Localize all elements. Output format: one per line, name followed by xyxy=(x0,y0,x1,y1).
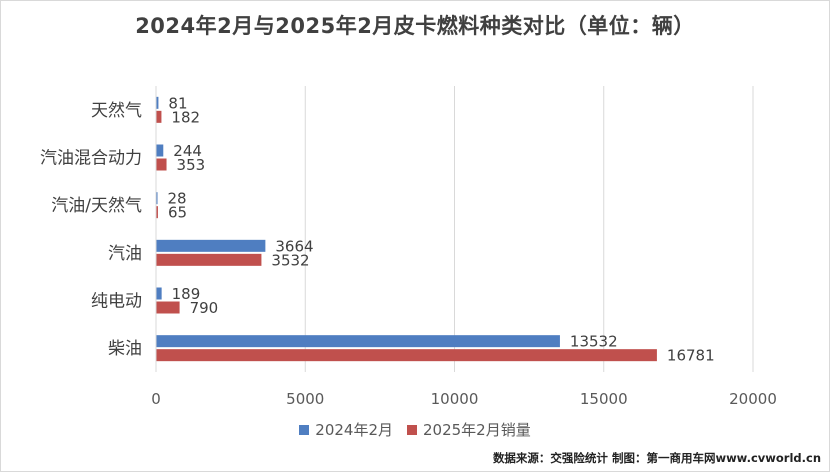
legend-swatch-2024 xyxy=(299,424,310,435)
legend-label-2025: 2025年2月销量 xyxy=(423,421,531,439)
bar-2025 xyxy=(156,301,180,314)
x-tick-label: 10000 xyxy=(431,390,479,408)
category-label: 汽油/天然气 xyxy=(51,196,142,216)
legend-swatch-2025 xyxy=(407,424,417,435)
bar-2024 xyxy=(156,96,159,109)
category-label: 纯电动 xyxy=(91,292,142,312)
legend: 2024年2月 2025年2月销量 xyxy=(1,419,829,440)
bar-2024 xyxy=(156,287,162,300)
x-tick-label: 20000 xyxy=(729,390,777,408)
data-label: 353 xyxy=(177,156,206,174)
category-label: 天然气 xyxy=(91,101,142,121)
bar-2025 xyxy=(156,349,657,362)
source-note: 数据来源：交强险统计 制图：第一商用车网www.cvworld.cn xyxy=(492,451,821,465)
legend-item-2024: 2024年2月 xyxy=(299,419,393,440)
legend-item-2025: 2025年2月销量 xyxy=(407,419,531,440)
category-label: 汽油 xyxy=(108,244,142,264)
data-label: 3532 xyxy=(271,251,309,269)
data-label: 3664 xyxy=(275,237,313,255)
chart-title: 2024年2月与2025年2月皮卡燃料种类对比（单位：辆） xyxy=(135,14,695,38)
bar-2025 xyxy=(156,110,162,123)
data-label: 28 xyxy=(168,190,187,208)
bar-2025 xyxy=(156,158,167,171)
bar-2024 xyxy=(156,144,164,157)
x-tick-label: 5000 xyxy=(286,390,324,408)
data-label: 790 xyxy=(190,299,219,317)
data-label: 182 xyxy=(171,108,200,126)
legend-label-2024: 2024年2月 xyxy=(315,421,393,439)
category-label: 柴油 xyxy=(108,339,142,359)
bar-2025 xyxy=(156,206,158,219)
data-label: 16781 xyxy=(667,347,715,365)
data-label: 244 xyxy=(173,142,202,160)
data-label: 65 xyxy=(168,204,187,222)
data-label: 81 xyxy=(168,94,187,112)
bar-2024 xyxy=(156,192,158,205)
data-label: 13532 xyxy=(570,333,618,351)
bar-2025 xyxy=(156,253,262,266)
bar-2024 xyxy=(156,335,560,348)
x-tick-label: 15000 xyxy=(580,390,628,408)
data-label: 189 xyxy=(172,285,201,303)
x-tick-label: 0 xyxy=(151,390,161,408)
bar-2024 xyxy=(156,239,266,252)
category-label: 汽油混合动力 xyxy=(40,149,142,169)
